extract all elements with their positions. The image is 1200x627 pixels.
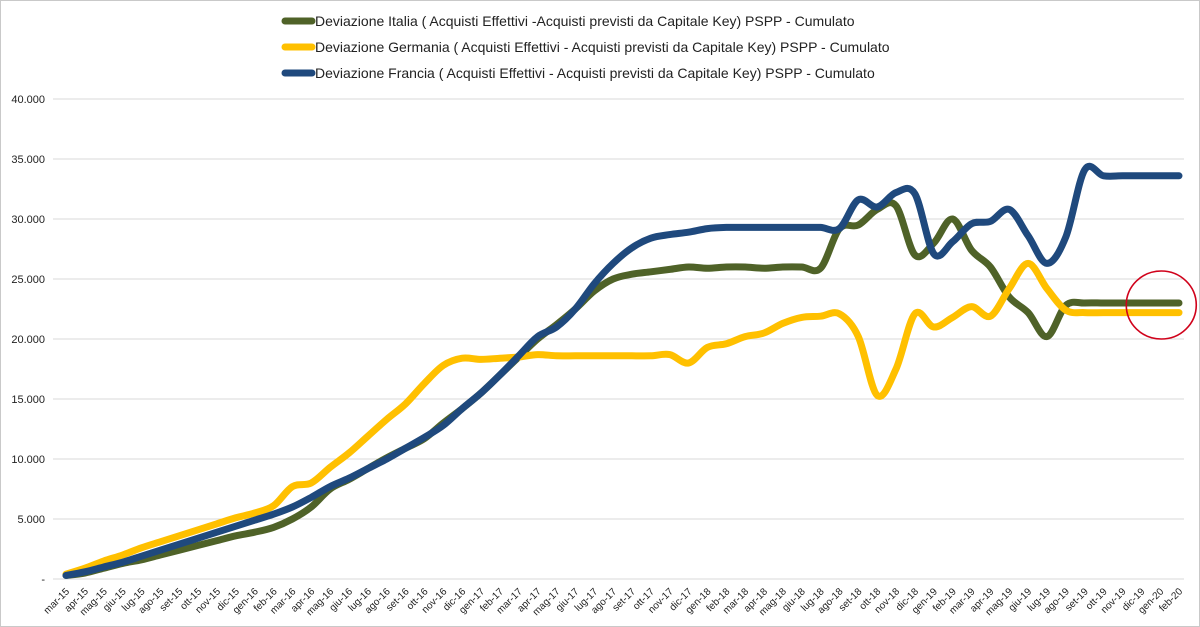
y-axis-ticks: - 5.000 10.000 15.000 20.000 25.000 30.000 35.0…: [11, 94, 45, 586]
y-tick-label: 30.000: [11, 214, 45, 226]
y-tick-label: 10.000: [11, 454, 45, 466]
highlight-annotation: [1125, 270, 1198, 340]
y-tick-label: 40.000: [11, 94, 45, 106]
y-tick-label: 5.000: [17, 514, 45, 526]
legend-label-0: Deviazione Italia ( Acquisti Effettivi -…: [315, 13, 855, 29]
y-tick-label: 15.000: [11, 394, 45, 406]
series-line-0: [62, 199, 1183, 579]
y-tick-label: 20.000: [11, 334, 45, 346]
grid-lines: [53, 98, 1184, 580]
x-axis-ticks: mar-15apr-15mag-15giu-15lug-15ago-15set-…: [42, 586, 1185, 618]
series-line-2: [62, 162, 1183, 579]
highlight-circle: [1125, 270, 1198, 340]
legend-label-2: Deviazione Francia ( Acquisti Effettivi …: [315, 65, 875, 81]
series-line-1: [62, 259, 1183, 578]
y-tick-label: 25.000: [11, 274, 45, 286]
series-lines: [62, 162, 1183, 579]
y-tick-label: 35.000: [11, 154, 45, 166]
legend-label-1: Deviazione Germania ( Acquisti Effettivi…: [315, 39, 890, 55]
y-tick-label: -: [41, 574, 45, 586]
legend: Deviazione Italia ( Acquisti Effettivi -…: [281, 13, 890, 81]
